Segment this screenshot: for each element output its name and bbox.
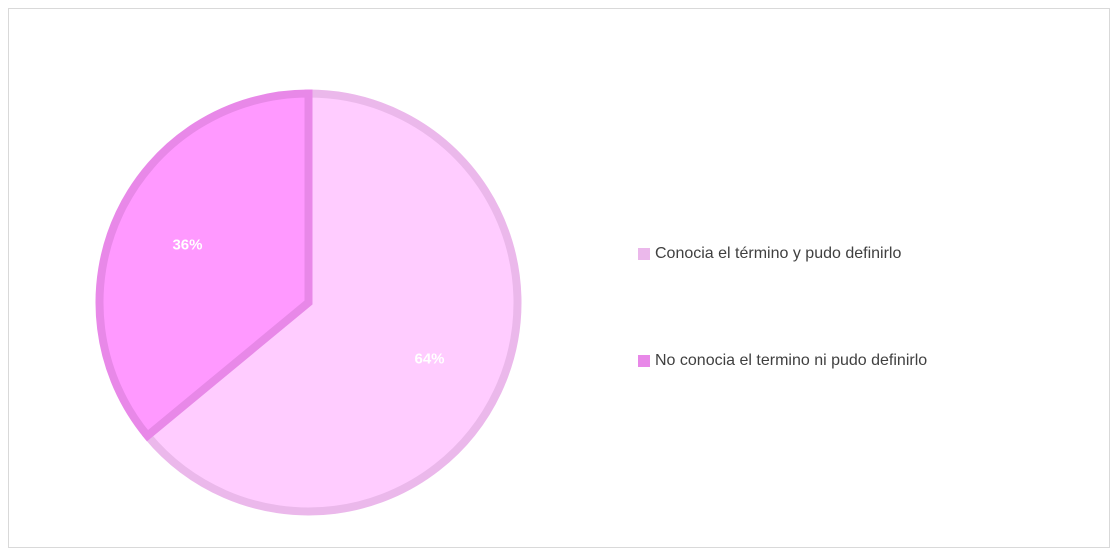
data-label: 64% [415,350,445,367]
legend-label: Conocia el término y pudo definirlo [655,245,901,262]
pie-slice [95,89,313,442]
legend-swatch [638,248,650,260]
data-label: 36% [172,237,202,254]
pie-slice [141,89,522,516]
legend-label: No conocia el termino ni pudo definirlo [655,352,927,369]
legend-swatch [638,355,650,367]
